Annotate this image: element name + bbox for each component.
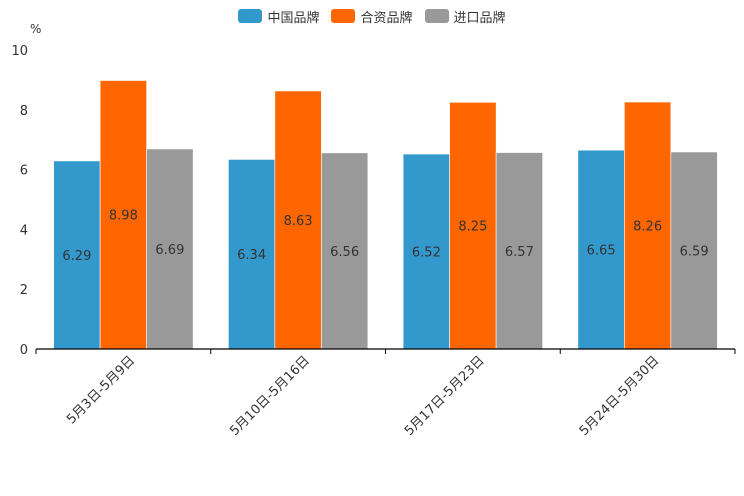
bar-value-label: 6.69	[155, 243, 184, 258]
bar-value-label: 8.63	[284, 214, 313, 229]
bar-value-label: 6.56	[330, 245, 359, 260]
legend-label-china: 中国品牌	[267, 10, 320, 26]
y-tick-label: 2	[20, 283, 28, 298]
y-tick-label: 4	[20, 223, 28, 238]
bar[interactable]	[53, 160, 101, 350]
bar-value-label: 6.59	[680, 244, 709, 259]
y-axis-unit-label: %	[30, 22, 41, 36]
x-axis: 5月3日-5月9日 5月10日-5月16日 5月17日-5月23日 5月24日-5月3…	[35, 348, 736, 439]
legend-label-joint: 合资品牌	[360, 10, 413, 26]
legend-swatch-china	[238, 9, 263, 23]
bar-value-label: 6.57	[505, 245, 534, 260]
bar[interactable]	[495, 152, 543, 350]
legend-item-import[interactable]: 进口品牌	[424, 7, 506, 26]
y-tick-label: 6	[20, 164, 28, 179]
legend: 中国品牌 合资品牌 进口品牌	[0, 6, 744, 26]
bar-value-label: 8.25	[458, 220, 487, 235]
legend-label-import: 进口品牌	[453, 10, 506, 26]
y-tick-label: 10	[11, 44, 28, 59]
bar[interactable]	[670, 151, 718, 350]
bar[interactable]	[577, 149, 625, 350]
bar[interactable]	[228, 159, 276, 350]
bar[interactable]	[99, 80, 147, 350]
legend-item-china[interactable]: 中国品牌	[238, 7, 319, 26]
bar-value-label: 8.26	[633, 220, 662, 235]
legend-swatch-import	[424, 9, 449, 23]
bar[interactable]	[146, 148, 194, 350]
bar-value-label: 6.65	[587, 244, 616, 259]
x-tick-label: 5月24日-5月30日	[577, 353, 663, 439]
x-tick-label: 5月10日-5月16日	[227, 353, 313, 439]
bar-value-label: 8.98	[109, 209, 138, 224]
bar[interactable]	[274, 90, 322, 350]
bar-value-label: 6.52	[412, 246, 441, 261]
bar[interactable]	[321, 152, 369, 350]
bar-group: 6.29 6.34 6.52 6.65 8.98 8.63 8.25 8.26 6.69 6.56…	[53, 80, 718, 350]
y-tick-label: 0	[20, 343, 28, 358]
legend-swatch-joint	[331, 9, 356, 23]
legend-item-joint[interactable]: 合资品牌	[331, 7, 413, 26]
bar[interactable]	[624, 101, 672, 350]
y-tick-label: 8	[20, 104, 28, 119]
bar-value-label: 6.34	[237, 248, 266, 263]
bar-value-label: 6.29	[62, 249, 91, 264]
x-tick-label: 5月3日-5月9日	[64, 353, 138, 427]
y-axis: 0 2 4 6 8 10	[11, 44, 28, 358]
bar[interactable]	[449, 102, 497, 350]
x-tick-label: 5月17日-5月23日	[402, 353, 488, 439]
